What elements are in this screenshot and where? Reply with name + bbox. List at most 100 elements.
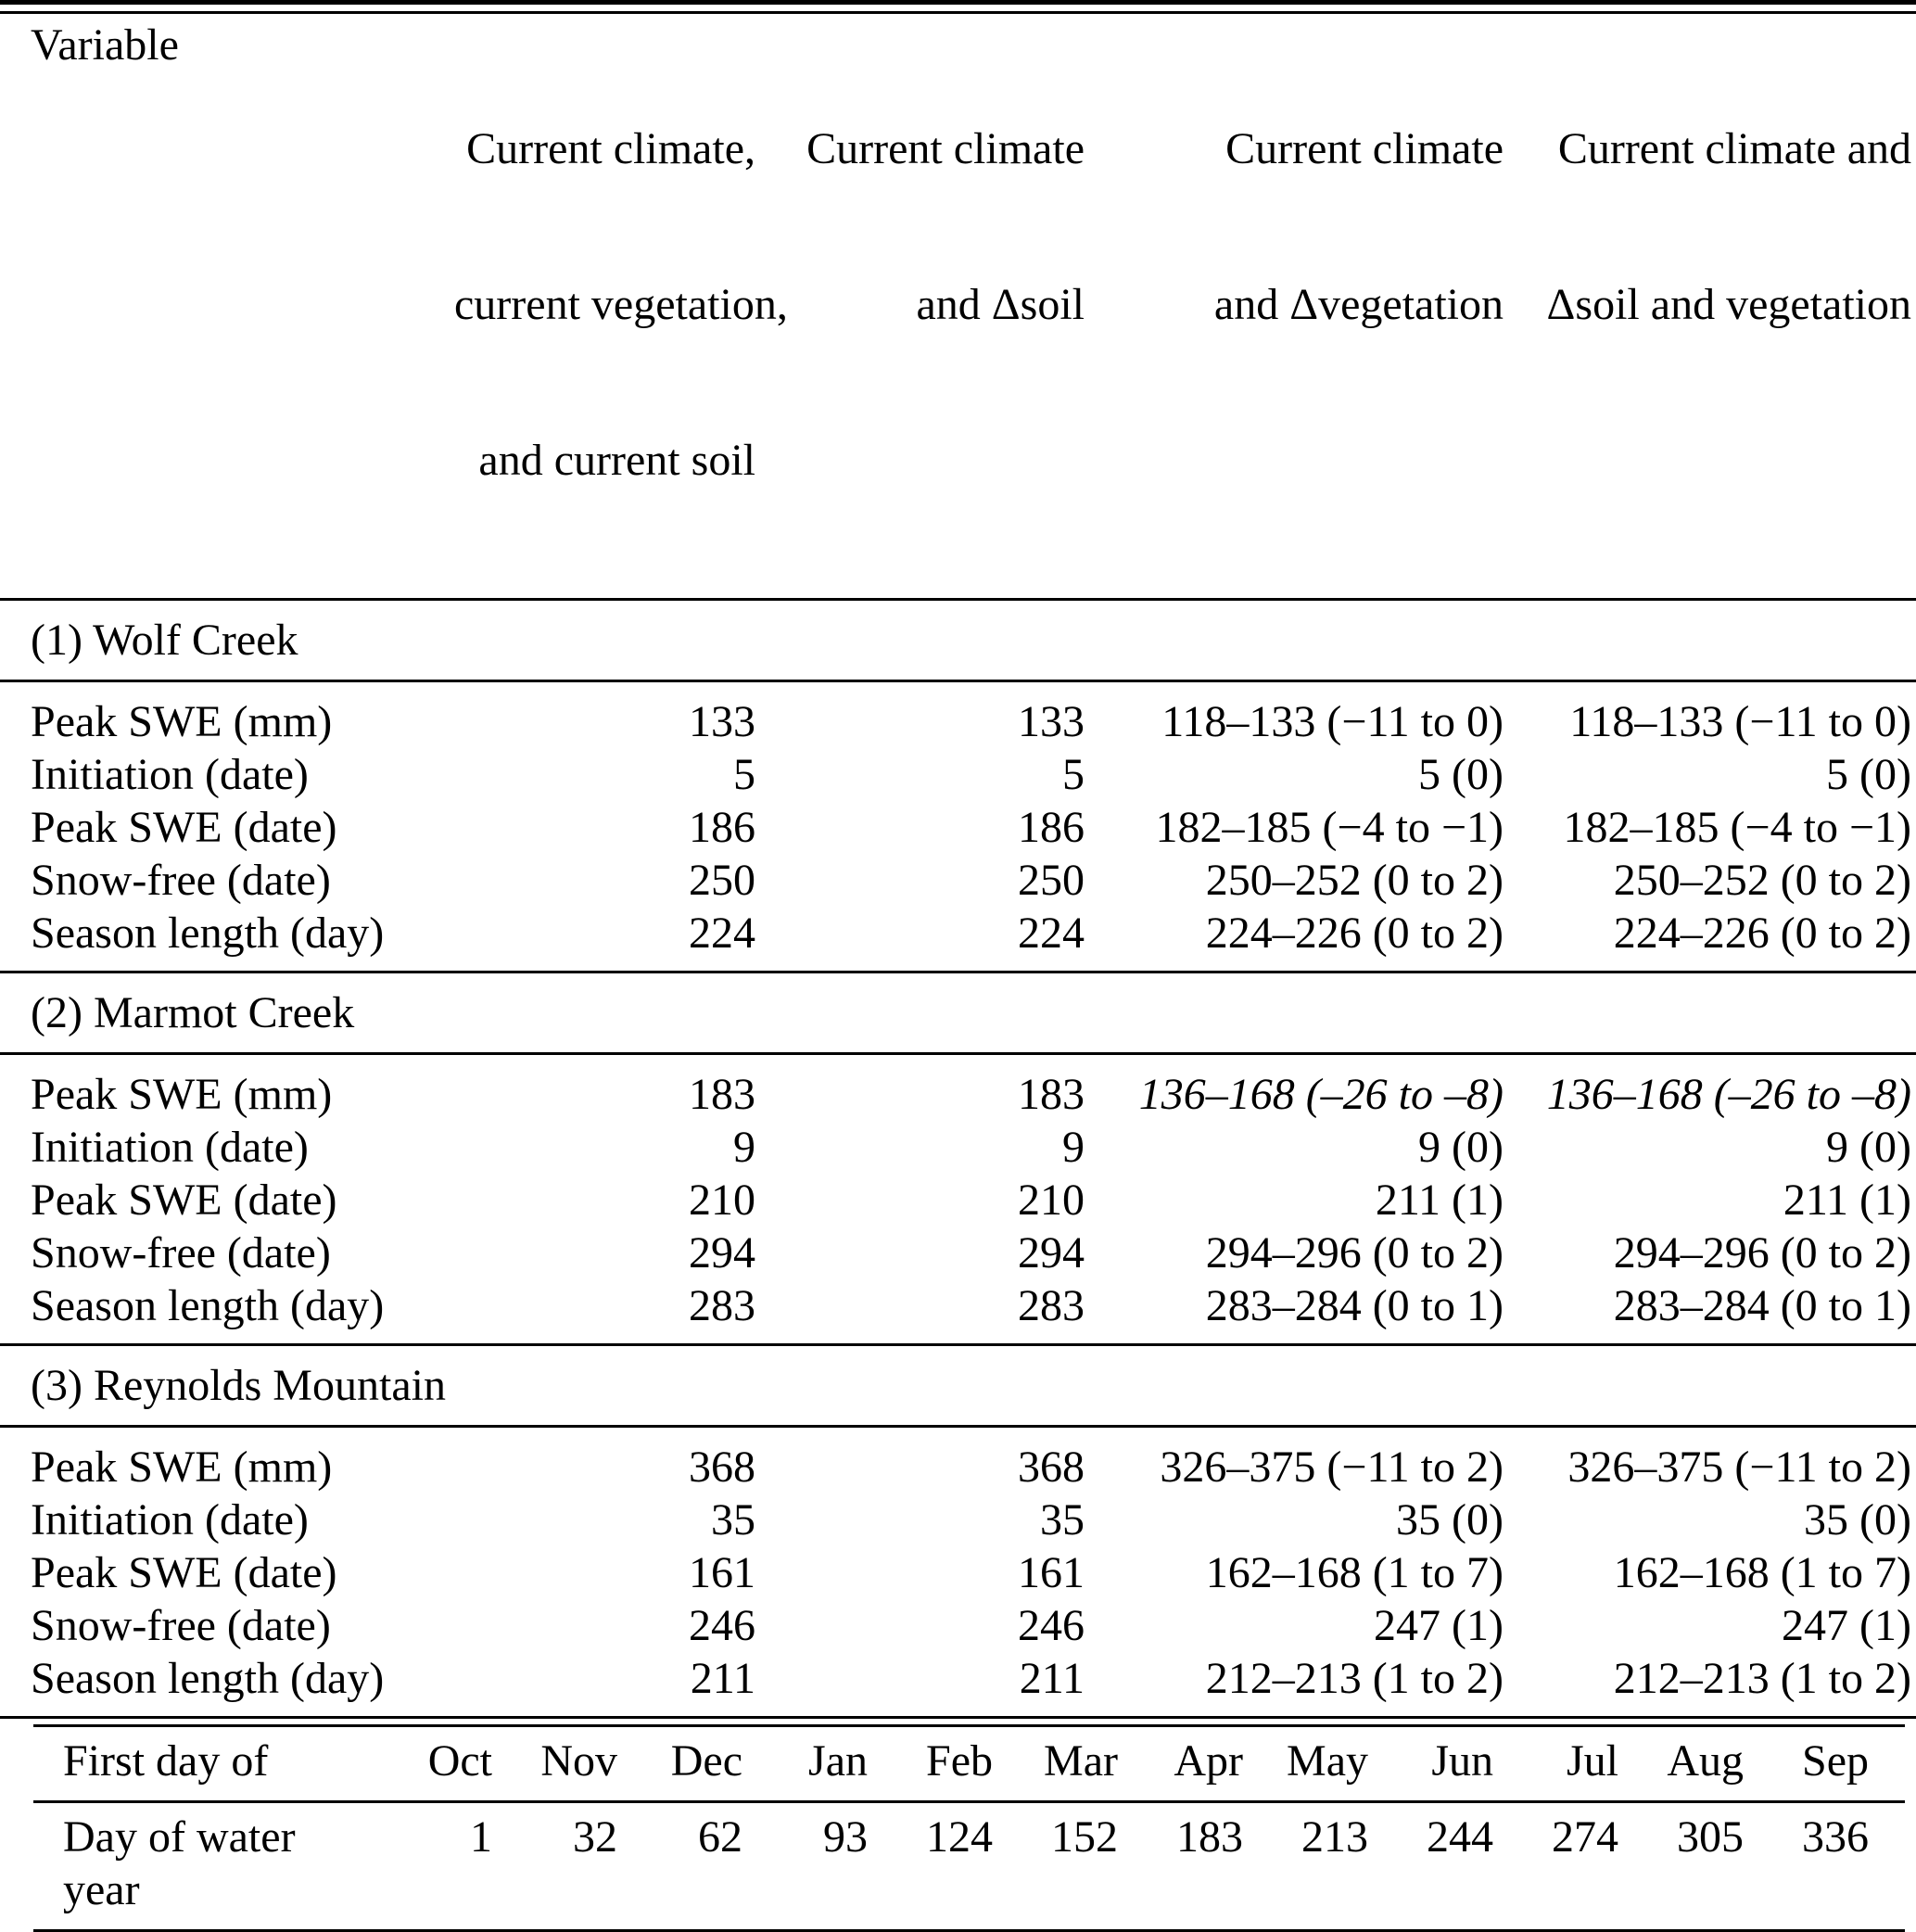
cell: 136–168 (–26 to –8) xyxy=(1138,1070,1504,1119)
table-header-row: Variable Current climate, current vegeta… xyxy=(0,14,1916,598)
month-cell: Sep xyxy=(1802,1736,1869,1786)
variable-label: Peak SWE (mm) xyxy=(31,1070,333,1119)
month-cell: Aug xyxy=(1667,1736,1744,1786)
cell: 5 xyxy=(1062,750,1085,799)
cell: 224–226 (0 to 2) xyxy=(1613,909,1911,958)
cell: 224 xyxy=(1018,909,1085,958)
cell: 250–252 (0 to 2) xyxy=(1205,856,1504,905)
cell: 246 xyxy=(1018,1601,1085,1650)
cell: 283 xyxy=(689,1281,755,1330)
section-title-wolf-creek: (1) Wolf Creek xyxy=(31,616,298,665)
cell: 326–375 (−11 to 2) xyxy=(1160,1443,1504,1492)
cell: 247 (1) xyxy=(1374,1601,1504,1650)
table-row: Peak SWE (date) 210 210 211 (1) 211 (1) xyxy=(0,1174,1916,1227)
day-cell: 32 xyxy=(573,1812,617,1862)
cell: 211 (1) xyxy=(1375,1176,1504,1225)
day-cell: 336 xyxy=(1802,1812,1869,1862)
cell: 186 xyxy=(1018,803,1085,852)
cell: 211 xyxy=(690,1654,755,1703)
cell: 118–133 (−11 to 0) xyxy=(1161,697,1504,746)
cell: 210 xyxy=(689,1176,755,1225)
cell: 9 xyxy=(733,1123,755,1172)
header-delta-soil: Current climate and Δsoil xyxy=(806,124,1085,329)
cell: 162–168 (1 to 7) xyxy=(1613,1548,1911,1597)
month-cell: Mar xyxy=(1044,1736,1118,1786)
table-row-day-of-water-year: Day of water year 1 32 62 93 124 152 183… xyxy=(33,1803,1905,1929)
cell: 35 (0) xyxy=(1804,1495,1911,1544)
table-row: Season length (day) 224 224 224–226 (0 t… xyxy=(0,907,1916,960)
cell: 35 xyxy=(711,1495,755,1544)
cell: 136–168 (–26 to –8) xyxy=(1546,1070,1911,1119)
table-row: Peak SWE (date) 161 161 162–168 (1 to 7)… xyxy=(0,1546,1916,1599)
cell: 162–168 (1 to 7) xyxy=(1205,1548,1504,1597)
header-delta-soil-and-vegetation: Current climate and Δsoil and vegetation xyxy=(1546,124,1911,329)
day-cell: 152 xyxy=(1051,1812,1118,1862)
key-row-label: Day of water year xyxy=(63,1812,296,1914)
header-current-all: Current climate, current vegetation, and… xyxy=(454,124,788,485)
cell: 9 (0) xyxy=(1826,1123,1911,1172)
day-cell: 213 xyxy=(1301,1812,1368,1862)
day-cell: 274 xyxy=(1552,1812,1618,1862)
variable-label: Peak SWE (date) xyxy=(31,1548,337,1597)
horizontal-rule-top-thin xyxy=(0,11,1916,14)
variable-label: Snow-free (date) xyxy=(31,1601,331,1650)
cell: 212–213 (1 to 2) xyxy=(1205,1654,1504,1703)
cell: 250 xyxy=(689,856,755,905)
variable-label: Initiation (date) xyxy=(31,1123,309,1172)
cell: 294–296 (0 to 2) xyxy=(1205,1228,1504,1277)
cell: 326–375 (−11 to 2) xyxy=(1567,1443,1911,1492)
section-title-marmot-creek: (2) Marmot Creek xyxy=(31,988,355,1037)
day-cell: 244 xyxy=(1427,1812,1493,1862)
variable-label: Season length (day) xyxy=(31,1654,385,1703)
table-row: Snow-free (date) 250 250 250–252 (0 to 2… xyxy=(0,854,1916,907)
cell: 224–226 (0 to 2) xyxy=(1205,909,1504,958)
horizontal-rule xyxy=(0,971,1916,973)
cell: 246 xyxy=(689,1601,755,1650)
cell: 182–185 (−4 to −1) xyxy=(1155,803,1504,852)
cell: 212–213 (1 to 2) xyxy=(1613,1654,1911,1703)
header-variable: Variable xyxy=(31,20,179,70)
cell: 186 xyxy=(689,803,755,852)
variable-label: Initiation (date) xyxy=(31,1495,309,1544)
day-cell: 1 xyxy=(470,1812,492,1862)
variable-label: Peak SWE (date) xyxy=(31,803,337,852)
cell: 294 xyxy=(689,1228,755,1277)
horizontal-rule xyxy=(0,1425,1916,1428)
day-cell: 93 xyxy=(823,1812,868,1862)
month-cell: Jun xyxy=(1431,1736,1493,1786)
cell: 211 (1) xyxy=(1783,1176,1911,1225)
cell: 5 (0) xyxy=(1418,750,1504,799)
day-cell: 62 xyxy=(698,1812,742,1862)
day-cell: 124 xyxy=(926,1812,993,1862)
month-cell: Jul xyxy=(1566,1736,1618,1786)
cell: 283 xyxy=(1018,1281,1085,1330)
table-row: Peak SWE (mm) 133 133 118–133 (−11 to 0)… xyxy=(0,695,1916,748)
cell: 368 xyxy=(1018,1443,1085,1492)
cell: 118–133 (−11 to 0) xyxy=(1569,697,1911,746)
cell: 9 xyxy=(1062,1123,1085,1172)
cell: 224 xyxy=(689,909,755,958)
cell: 161 xyxy=(689,1548,755,1597)
cell: 133 xyxy=(1018,697,1085,746)
variable-label: Season length (day) xyxy=(31,909,385,958)
key-row-label: First day of xyxy=(63,1736,269,1786)
cell: 250–252 (0 to 2) xyxy=(1613,856,1911,905)
variable-label: Peak SWE (mm) xyxy=(31,697,333,746)
cell: 283–284 (0 to 1) xyxy=(1205,1281,1504,1330)
cell: 211 xyxy=(1019,1654,1085,1703)
table-row: Season length (day) 211 211 212–213 (1 t… xyxy=(0,1652,1916,1705)
variable-label: Peak SWE (mm) xyxy=(31,1443,333,1492)
horizontal-rule-main-bottom xyxy=(0,1716,1916,1719)
cell: 133 xyxy=(689,697,755,746)
horizontal-rule xyxy=(0,680,1916,682)
day-cell: 305 xyxy=(1677,1812,1744,1862)
horizontal-rule xyxy=(0,598,1916,601)
variable-label: Peak SWE (date) xyxy=(31,1176,337,1225)
variable-label: Initiation (date) xyxy=(31,750,309,799)
table-row: Peak SWE (mm) 368 368 326–375 (−11 to 2)… xyxy=(0,1441,1916,1493)
month-cell: Jan xyxy=(808,1736,868,1786)
cell: 210 xyxy=(1018,1176,1085,1225)
section-data-reynolds-mountain: Peak SWE (mm) 368 368 326–375 (−11 to 2)… xyxy=(0,1428,1916,1716)
month-cell: Nov xyxy=(540,1736,617,1786)
